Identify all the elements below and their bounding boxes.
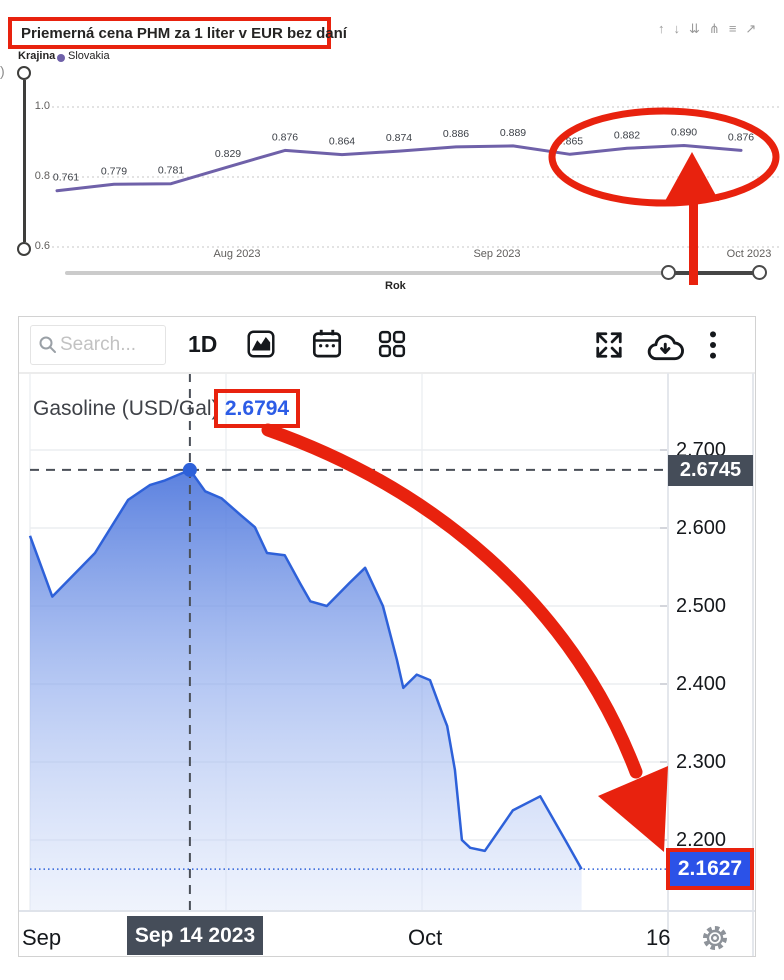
cloud-download-icon[interactable]	[645, 333, 685, 362]
visual-header-icons: ↑ ↓ ⇊ ⋔ ≡ ↗	[658, 21, 756, 37]
data-label: 0.886	[443, 128, 469, 140]
y-zoom-slider-handle-top[interactable]	[17, 66, 31, 80]
watchlist-grid-icon[interactable]	[378, 330, 406, 358]
next-level-icon[interactable]: ⇊	[689, 21, 700, 36]
data-label: 0.865	[557, 135, 583, 147]
drill-up-icon[interactable]: ↑	[658, 21, 665, 36]
price-axis-tick-label: 2.300	[676, 751, 727, 773]
last-price-badge: 2.1627	[666, 848, 754, 890]
price-axis-left-border	[667, 373, 669, 956]
time-axis-label: 16	[646, 925, 671, 950]
focus-mode-icon[interactable]: ↗	[745, 21, 757, 36]
data-label: 0.890	[671, 127, 697, 139]
x-zoom-slider-handle-left[interactable]	[661, 265, 676, 280]
current-value-annotated-box: 2.6794	[214, 389, 300, 428]
legend-field-label: Krajina	[18, 50, 56, 62]
data-label: 0.876	[728, 131, 754, 143]
data-label: 0.882	[614, 129, 640, 141]
fuel-price-line-chart: 0.761 0.779 0.781 0.829 0.876 0.864 0.874 0.886…	[52, 106, 780, 248]
price-axis-tick-label: 2.500	[676, 595, 727, 617]
x-axis-tick-label: Aug 2023	[213, 248, 261, 260]
fullscreen-icon[interactable]	[594, 330, 624, 360]
data-label: 0.876	[272, 131, 298, 143]
price-axis-tick-label: 2.600	[676, 517, 727, 539]
gasoline-area-chart	[28, 373, 667, 910]
price-axis-tick-label: 2.400	[676, 673, 727, 695]
y-axis-tick-label: 0.8	[34, 170, 50, 182]
expand-hierarchy-icon[interactable]: ⋔	[708, 21, 720, 36]
y-zoom-slider-track[interactable]	[23, 80, 26, 242]
y-axis-tick-label: 0.6	[34, 240, 50, 252]
x-axis-tick-label: Oct 2023	[726, 248, 772, 260]
chart-style-icon[interactable]	[247, 330, 275, 358]
x-zoom-slider-handle-right[interactable]	[752, 265, 767, 280]
data-label: 0.781	[158, 165, 184, 177]
current-value: 2.6794	[224, 396, 290, 420]
y-zoom-slider-handle-bottom[interactable]	[17, 242, 31, 256]
crosshair-price-badge: 2.6745	[668, 455, 753, 486]
data-label: 0.829	[215, 148, 241, 160]
y-axis-tick-label: 1.0	[34, 100, 50, 112]
drill-down-icon[interactable]: ↓	[673, 21, 681, 36]
time-axis-top-border	[19, 910, 755, 912]
x-zoom-slider-track[interactable]	[65, 271, 760, 275]
timeframe-button[interactable]: 1D	[188, 331, 218, 357]
data-label: 0.761	[53, 172, 79, 184]
filter-icon[interactable]: ≡	[728, 21, 737, 36]
search-input-container[interactable]	[30, 325, 166, 365]
time-axis-label: Oct	[408, 925, 443, 950]
x-axis-tick-label: Sep 2023	[473, 248, 521, 260]
price-axis-tick-label: 2.200	[676, 829, 727, 851]
clipped-text-fragment: )	[0, 63, 5, 79]
search-icon	[39, 336, 56, 353]
data-label: 0.874	[386, 132, 412, 144]
crosshair-date-badge: Sep 14 2023	[127, 916, 263, 955]
instrument-title: Gasoline (USD/Gal)	[33, 397, 219, 420]
toolbar-separator	[19, 372, 755, 374]
settings-gear-icon[interactable]	[701, 924, 729, 952]
search-input[interactable]	[58, 333, 153, 357]
report-title-annotated-box: Priemerná cena PHM za 1 liter v EUR bez …	[8, 17, 347, 49]
legend-series-label: Slovakia	[68, 50, 110, 62]
data-label: 0.779	[101, 165, 127, 177]
data-label: 0.889	[500, 127, 526, 139]
page-title: Priemerná cena PHM za 1 liter v EUR bez …	[21, 24, 347, 42]
x-zoom-slider-selected-range[interactable]	[669, 271, 760, 275]
calendar-icon[interactable]	[312, 328, 342, 360]
data-label: 0.864	[329, 136, 355, 148]
x-axis-title: Rok	[385, 280, 406, 292]
time-axis-label: Sep	[22, 925, 62, 950]
legend-series-dot-icon	[57, 54, 65, 62]
price-axis-right-border	[752, 373, 754, 956]
more-menu-kebab-icon[interactable]	[708, 330, 718, 360]
